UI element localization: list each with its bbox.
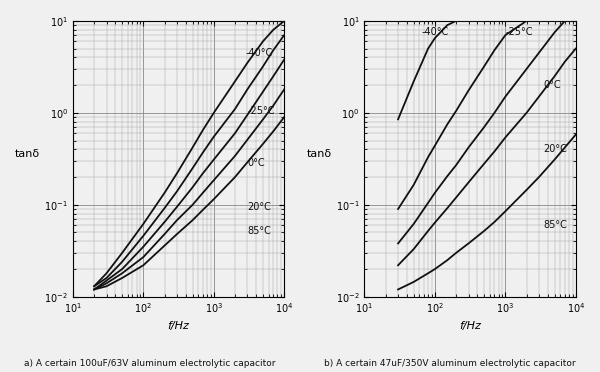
Text: 0°C: 0°C <box>544 80 561 90</box>
Text: 85°C: 85°C <box>247 226 271 236</box>
Text: 20°C: 20°C <box>247 202 271 212</box>
Text: -40°C: -40°C <box>422 28 449 38</box>
Text: b) A certain 47uF/350V aluminum electrolytic capacitor: b) A certain 47uF/350V aluminum electrol… <box>324 359 576 368</box>
Text: 0°C: 0°C <box>247 158 265 168</box>
Text: 85°C: 85°C <box>544 220 568 230</box>
X-axis label: f/Hz: f/Hz <box>167 321 190 331</box>
X-axis label: f/Hz: f/Hz <box>459 321 481 331</box>
Text: 20°C: 20°C <box>544 144 568 154</box>
Text: -40°C: -40°C <box>245 48 272 58</box>
Text: a) A certain 100uF/63V aluminum electrolytic capacitor: a) A certain 100uF/63V aluminum electrol… <box>24 359 276 368</box>
Text: -25°C: -25°C <box>505 28 533 38</box>
Y-axis label: tanδ: tanδ <box>15 149 40 159</box>
Text: -25°C: -25°C <box>247 106 275 116</box>
Y-axis label: tanδ: tanδ <box>307 149 332 159</box>
